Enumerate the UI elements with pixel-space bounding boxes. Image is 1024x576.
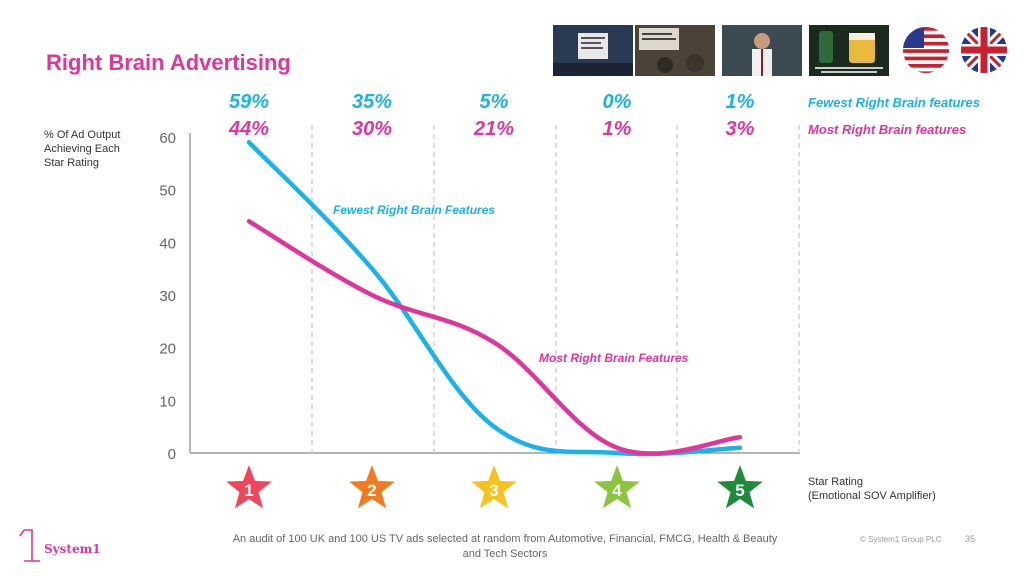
fewest-pct-4: 0%	[602, 91, 632, 113]
legend-most: Most Right Brain features	[808, 122, 967, 137]
ad-thumbnail-4	[809, 25, 889, 76]
x-tick-label: 2	[367, 481, 376, 500]
most-pct-1: 44%	[228, 118, 270, 140]
copyright: © System1 Group PLC	[860, 535, 942, 544]
x-tick-label: 4	[612, 481, 622, 500]
star-rating-5-icon	[717, 465, 763, 509]
x-tick-label: 1	[244, 481, 253, 500]
star-rating-3-icon	[471, 465, 517, 509]
y-axis-title-line2: Achieving Each	[44, 143, 120, 155]
star-rating-1-icon	[226, 465, 272, 509]
fewest-pct-1: 59%	[228, 91, 270, 113]
footnote: An audit of 100 UK and 100 US TV ads sel…	[232, 533, 778, 560]
y-tick-label: 10	[159, 393, 176, 410]
y-tick-label: 30	[159, 288, 176, 305]
y-tick-label: 40	[159, 235, 176, 252]
x-tick-label: 5	[735, 481, 744, 500]
fewest-pct-3: 5%	[479, 91, 509, 113]
x-axis-title-line2: (Emotional SOV Amplifier)	[808, 490, 936, 502]
y-axis-title: % Of Ad Output Achieving Each Star Ratin…	[44, 128, 144, 170]
us-flag-icon	[902, 26, 950, 74]
slide-title: Right Brain Advertising	[46, 50, 291, 75]
y-tick-label: 60	[159, 130, 176, 147]
most-series-line	[246, 219, 743, 456]
most-pct-5: 3%	[725, 118, 755, 140]
fewest-pct-2: 35%	[351, 91, 393, 113]
star-rating-4-icon	[594, 465, 640, 509]
y-tick-label: 0	[168, 446, 176, 463]
x-tick-label: 3	[489, 481, 498, 500]
y-tick-label: 20	[159, 341, 176, 358]
y-axis-title-line1: % Of Ad Output	[44, 129, 121, 141]
ad-thumbnail-3	[722, 25, 802, 76]
most-pct-4: 1%	[602, 118, 632, 140]
y-axis-title-line3: Star Rating	[44, 157, 100, 169]
fewest-pct-5: 1%	[725, 91, 755, 113]
ad-thumbnail-2	[635, 25, 715, 76]
system1-logo-icon	[19, 529, 40, 562]
x-axis-title-line1: Star Rating	[808, 476, 864, 488]
fewest-curve-annotation: Fewest Right Brain Features	[333, 203, 495, 217]
y-tick-label: 50	[159, 183, 176, 200]
star-rating-2-icon	[349, 465, 395, 509]
logo-text: System1	[44, 542, 101, 556]
most-curve-annotation: Most Right Brain Features	[539, 351, 689, 365]
most-pct-2: 30%	[351, 118, 393, 140]
ad-thumbnail-1	[553, 25, 633, 76]
legend-fewest: Fewest Right Brain features	[808, 95, 980, 110]
most-pct-3: 21%	[473, 118, 515, 140]
fewest-series-line	[246, 140, 743, 457]
page-number: 35	[965, 534, 976, 544]
uk-flag-icon	[960, 26, 1008, 74]
x-axis-title: Star Rating (Emotional SOV Amplifier)	[808, 475, 936, 503]
